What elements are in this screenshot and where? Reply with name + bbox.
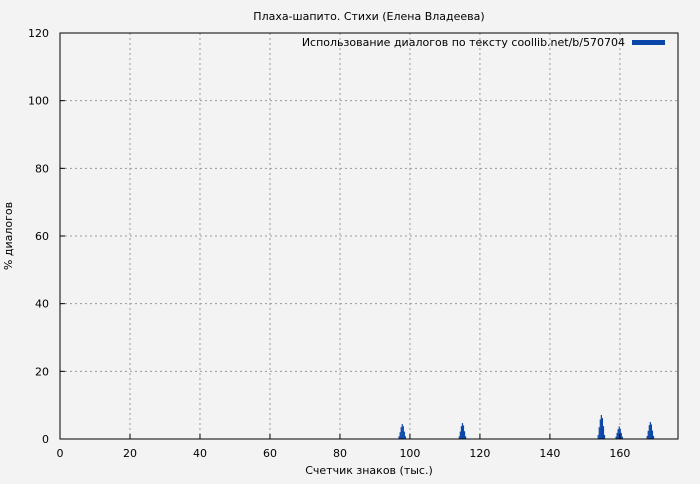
bar (464, 436, 467, 439)
bar (651, 430, 654, 439)
y-tick-label: 40 (35, 298, 49, 311)
legend-label: Использование диалогов по тексту coollib… (302, 36, 625, 49)
bar (648, 425, 650, 439)
x-tick-label: 60 (263, 447, 277, 460)
bar (647, 430, 649, 439)
bar (650, 424, 653, 439)
bar (404, 436, 406, 439)
x-tick-label: 80 (333, 447, 347, 460)
x-tick-label: 0 (57, 447, 64, 460)
x-tick-label: 140 (539, 447, 560, 460)
y-tick-label: 100 (28, 95, 49, 108)
x-tick-label: 20 (123, 447, 137, 460)
bar (598, 427, 600, 439)
bar (400, 427, 402, 439)
bar (649, 422, 651, 439)
bar (603, 434, 606, 439)
y-tick-label: 0 (42, 433, 49, 446)
bar (403, 431, 405, 439)
bar (462, 425, 465, 439)
bar (401, 424, 403, 439)
x-tick-label: 100 (399, 447, 420, 460)
legend: Использование диалогов по тексту coollib… (302, 36, 665, 49)
x-axis-label: Счетчик знаков (тыс.) (305, 464, 433, 477)
bar (600, 414, 602, 439)
y-tick-label: 80 (35, 162, 49, 175)
bar (602, 426, 605, 439)
bar (621, 436, 623, 439)
y-tick-label: 20 (35, 365, 49, 378)
bar (615, 436, 617, 439)
bar (599, 419, 601, 439)
x-tick-label: 160 (609, 447, 630, 460)
bar (398, 436, 400, 439)
bar (460, 426, 462, 439)
chart-title: Плаха-шапито. Стихи (Елена Владеева) (253, 10, 484, 23)
bar (616, 432, 618, 439)
bar (646, 435, 648, 439)
y-axis-label: % диалогов (2, 202, 15, 270)
bar (617, 429, 619, 439)
bar (597, 434, 599, 439)
bar (402, 426, 404, 439)
bar (459, 431, 461, 439)
y-tick-label: 60 (35, 230, 49, 243)
y-tick-label: 120 (28, 27, 49, 40)
bar (618, 426, 620, 439)
bar (399, 432, 401, 439)
bar (601, 418, 604, 439)
bar (619, 428, 621, 439)
x-tick-label: 40 (193, 447, 207, 460)
bar (461, 423, 464, 439)
plot-border (59, 32, 679, 440)
bar (620, 432, 622, 439)
x-tick-label: 120 (469, 447, 490, 460)
bar (652, 435, 655, 439)
legend-swatch (632, 40, 665, 45)
bar (458, 436, 460, 439)
bar (463, 431, 466, 439)
